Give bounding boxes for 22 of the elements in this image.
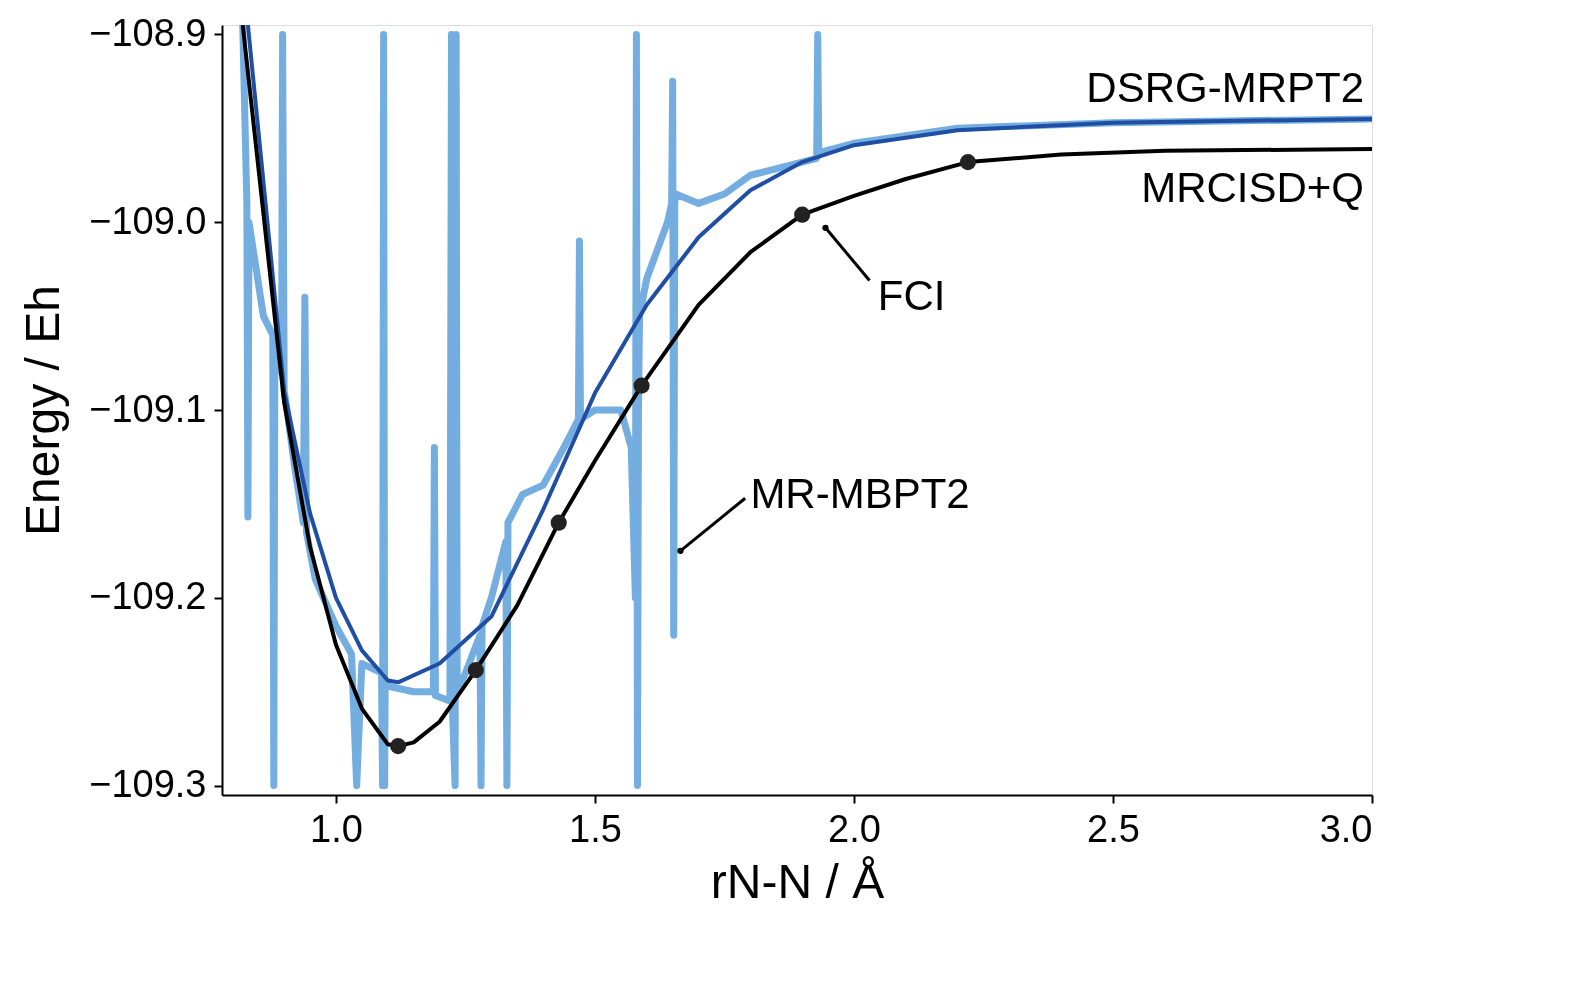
y-tick-label: −108.9 (89, 11, 207, 54)
x-tick-label: 2.5 (1087, 807, 1140, 850)
x-axis-title: rN-N / Å (710, 854, 885, 908)
y-axis-title: Energy / Eh (16, 285, 70, 536)
point (550, 514, 567, 531)
y-tick-label: −109.0 (89, 199, 207, 242)
y-tick-label: −109.3 (89, 763, 207, 806)
point (633, 377, 650, 394)
x-tick-label: 1.0 (310, 807, 363, 850)
series-label: MRCISD+Q (1141, 163, 1364, 211)
y-tick-label: −109.2 (89, 575, 207, 618)
x-tick-label: 1.5 (569, 807, 622, 850)
series-label: DSRG-MRPT2 (1086, 63, 1364, 111)
point (467, 662, 484, 679)
annotation: FCI (877, 272, 946, 320)
x-tick-label: 3.0 (1319, 807, 1373, 850)
x-tick-label: 2.0 (828, 807, 881, 850)
point (794, 206, 811, 223)
point (959, 154, 977, 171)
annotation: MR-MBPT2 (750, 469, 970, 517)
y-tick-label: −109.1 (89, 387, 207, 430)
point (390, 738, 407, 755)
